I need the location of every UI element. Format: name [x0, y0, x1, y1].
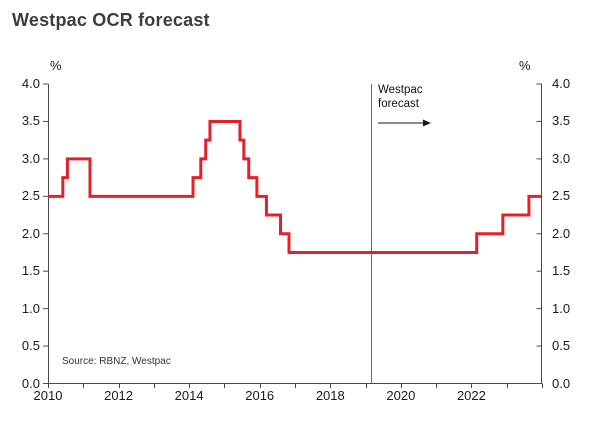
y-tick-label-right-3.0: 3.0: [552, 150, 571, 166]
y-tick-label-left-3.5: 3.5: [21, 113, 40, 129]
x-tick-label-2012: 2012: [104, 388, 134, 403]
y-tick-label-right-0.5: 0.5: [552, 338, 571, 354]
chart-title: Westpac OCR forecast: [12, 10, 210, 30]
forecast-annotation-line2: forecast: [378, 98, 419, 110]
x-tick-label-2016: 2016: [245, 388, 275, 403]
y-tick-label-left-1.0: 1.0: [21, 300, 40, 316]
y-tick-label-left-0.5: 0.5: [21, 338, 40, 354]
y-tick-label-right-2.0: 2.0: [552, 225, 571, 241]
y-tick-label-left-2.5: 2.5: [21, 188, 40, 204]
x-tick-label-2014: 2014: [174, 388, 204, 403]
forecast-annotation-line1: Westpac: [378, 84, 423, 96]
y-tick-label-left-4.0: 4.0: [21, 76, 40, 91]
y-axis-unit-right: %: [519, 58, 531, 73]
x-tick-label-2022: 2022: [456, 388, 486, 403]
source-note: Source: RBNZ, Westpac: [62, 356, 171, 367]
ocr-step-line: [48, 119, 541, 254]
y-tick-label-right-0.0: 0.0: [552, 375, 571, 391]
y-tick-label-left-3.0: 3.0: [21, 150, 40, 166]
forecast-annotation: Westpac forecast: [378, 83, 423, 111]
y-tick-label-right-1.0: 1.0: [552, 300, 571, 316]
x-tick-label-2010: 2010: [33, 388, 63, 403]
y-tick-label-right-1.5: 1.5: [552, 263, 571, 279]
forecast-arrow-head: [423, 119, 431, 127]
y-axis-unit-left: %: [50, 58, 62, 73]
x-tick-label-2020: 2020: [386, 388, 416, 403]
x-tick-label-2018: 2018: [315, 388, 345, 403]
y-tick-label-right-4.0: 4.0: [552, 76, 571, 91]
y-tick-label-left-1.5: 1.5: [21, 263, 40, 279]
y-tick-label-right-3.5: 3.5: [552, 113, 571, 129]
y-tick-label-left-0.0: 0.0: [21, 375, 40, 391]
y-tick-label-left-2.0: 2.0: [21, 225, 40, 241]
y-tick-label-right-2.5: 2.5: [552, 188, 571, 204]
